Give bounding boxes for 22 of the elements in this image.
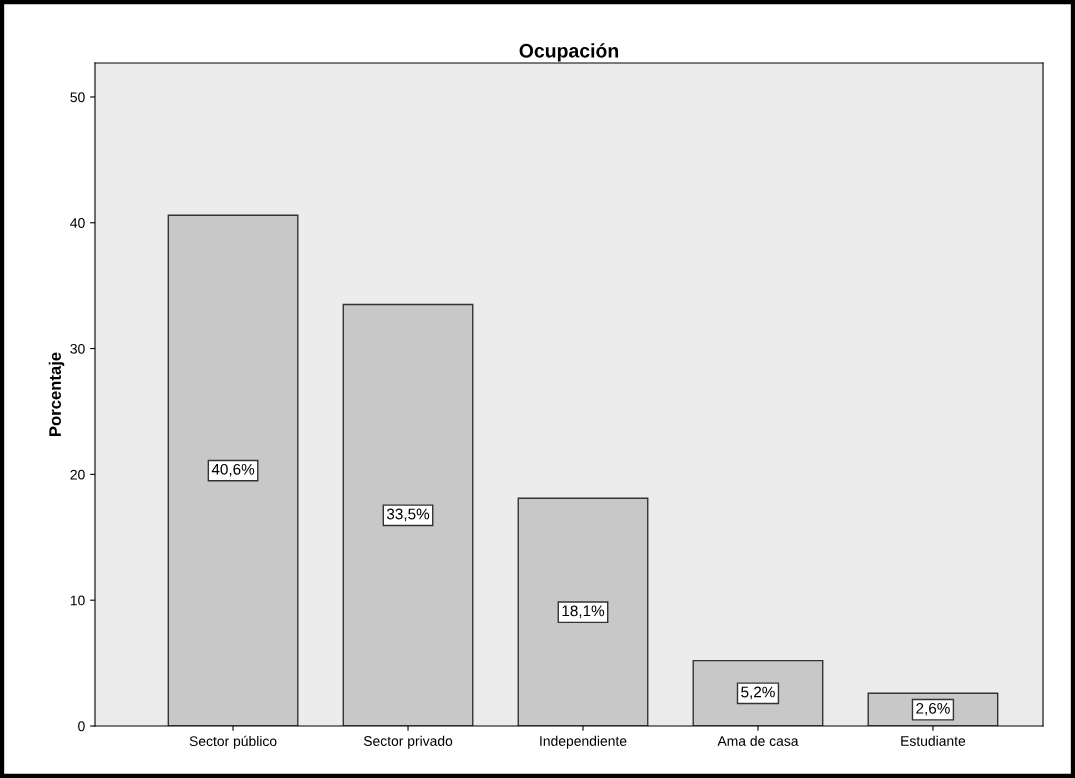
bar bbox=[167, 214, 299, 726]
y-tick-label: 0 bbox=[78, 721, 85, 732]
y-tick-label: 20 bbox=[70, 469, 85, 480]
x-tick-label: Independiente bbox=[540, 735, 627, 749]
y-tick-label: 10 bbox=[70, 595, 85, 606]
bar bbox=[517, 497, 649, 726]
x-tick-label: Estudiante bbox=[901, 735, 966, 746]
x-tick-label: Sector privado bbox=[363, 735, 453, 749]
y-tick-label: 40 bbox=[70, 218, 85, 228]
data-label: 5,2% bbox=[741, 686, 775, 700]
y-axis-title: Porcentaje bbox=[48, 352, 65, 436]
x-tick-label: Sector público bbox=[189, 735, 277, 749]
y-tick-label: 30 bbox=[70, 343, 85, 354]
data-label: 2,6% bbox=[916, 702, 950, 716]
data-label: 33,5% bbox=[386, 508, 430, 522]
data-label: 40,6% bbox=[211, 463, 255, 477]
bar bbox=[342, 303, 474, 726]
bar bbox=[692, 659, 824, 726]
chart-title: Ocupación bbox=[519, 43, 619, 62]
y-tick-label: 50 bbox=[70, 92, 85, 103]
data-label: 18,1% bbox=[562, 605, 605, 619]
x-tick-label: Ama de casa bbox=[717, 735, 799, 746]
